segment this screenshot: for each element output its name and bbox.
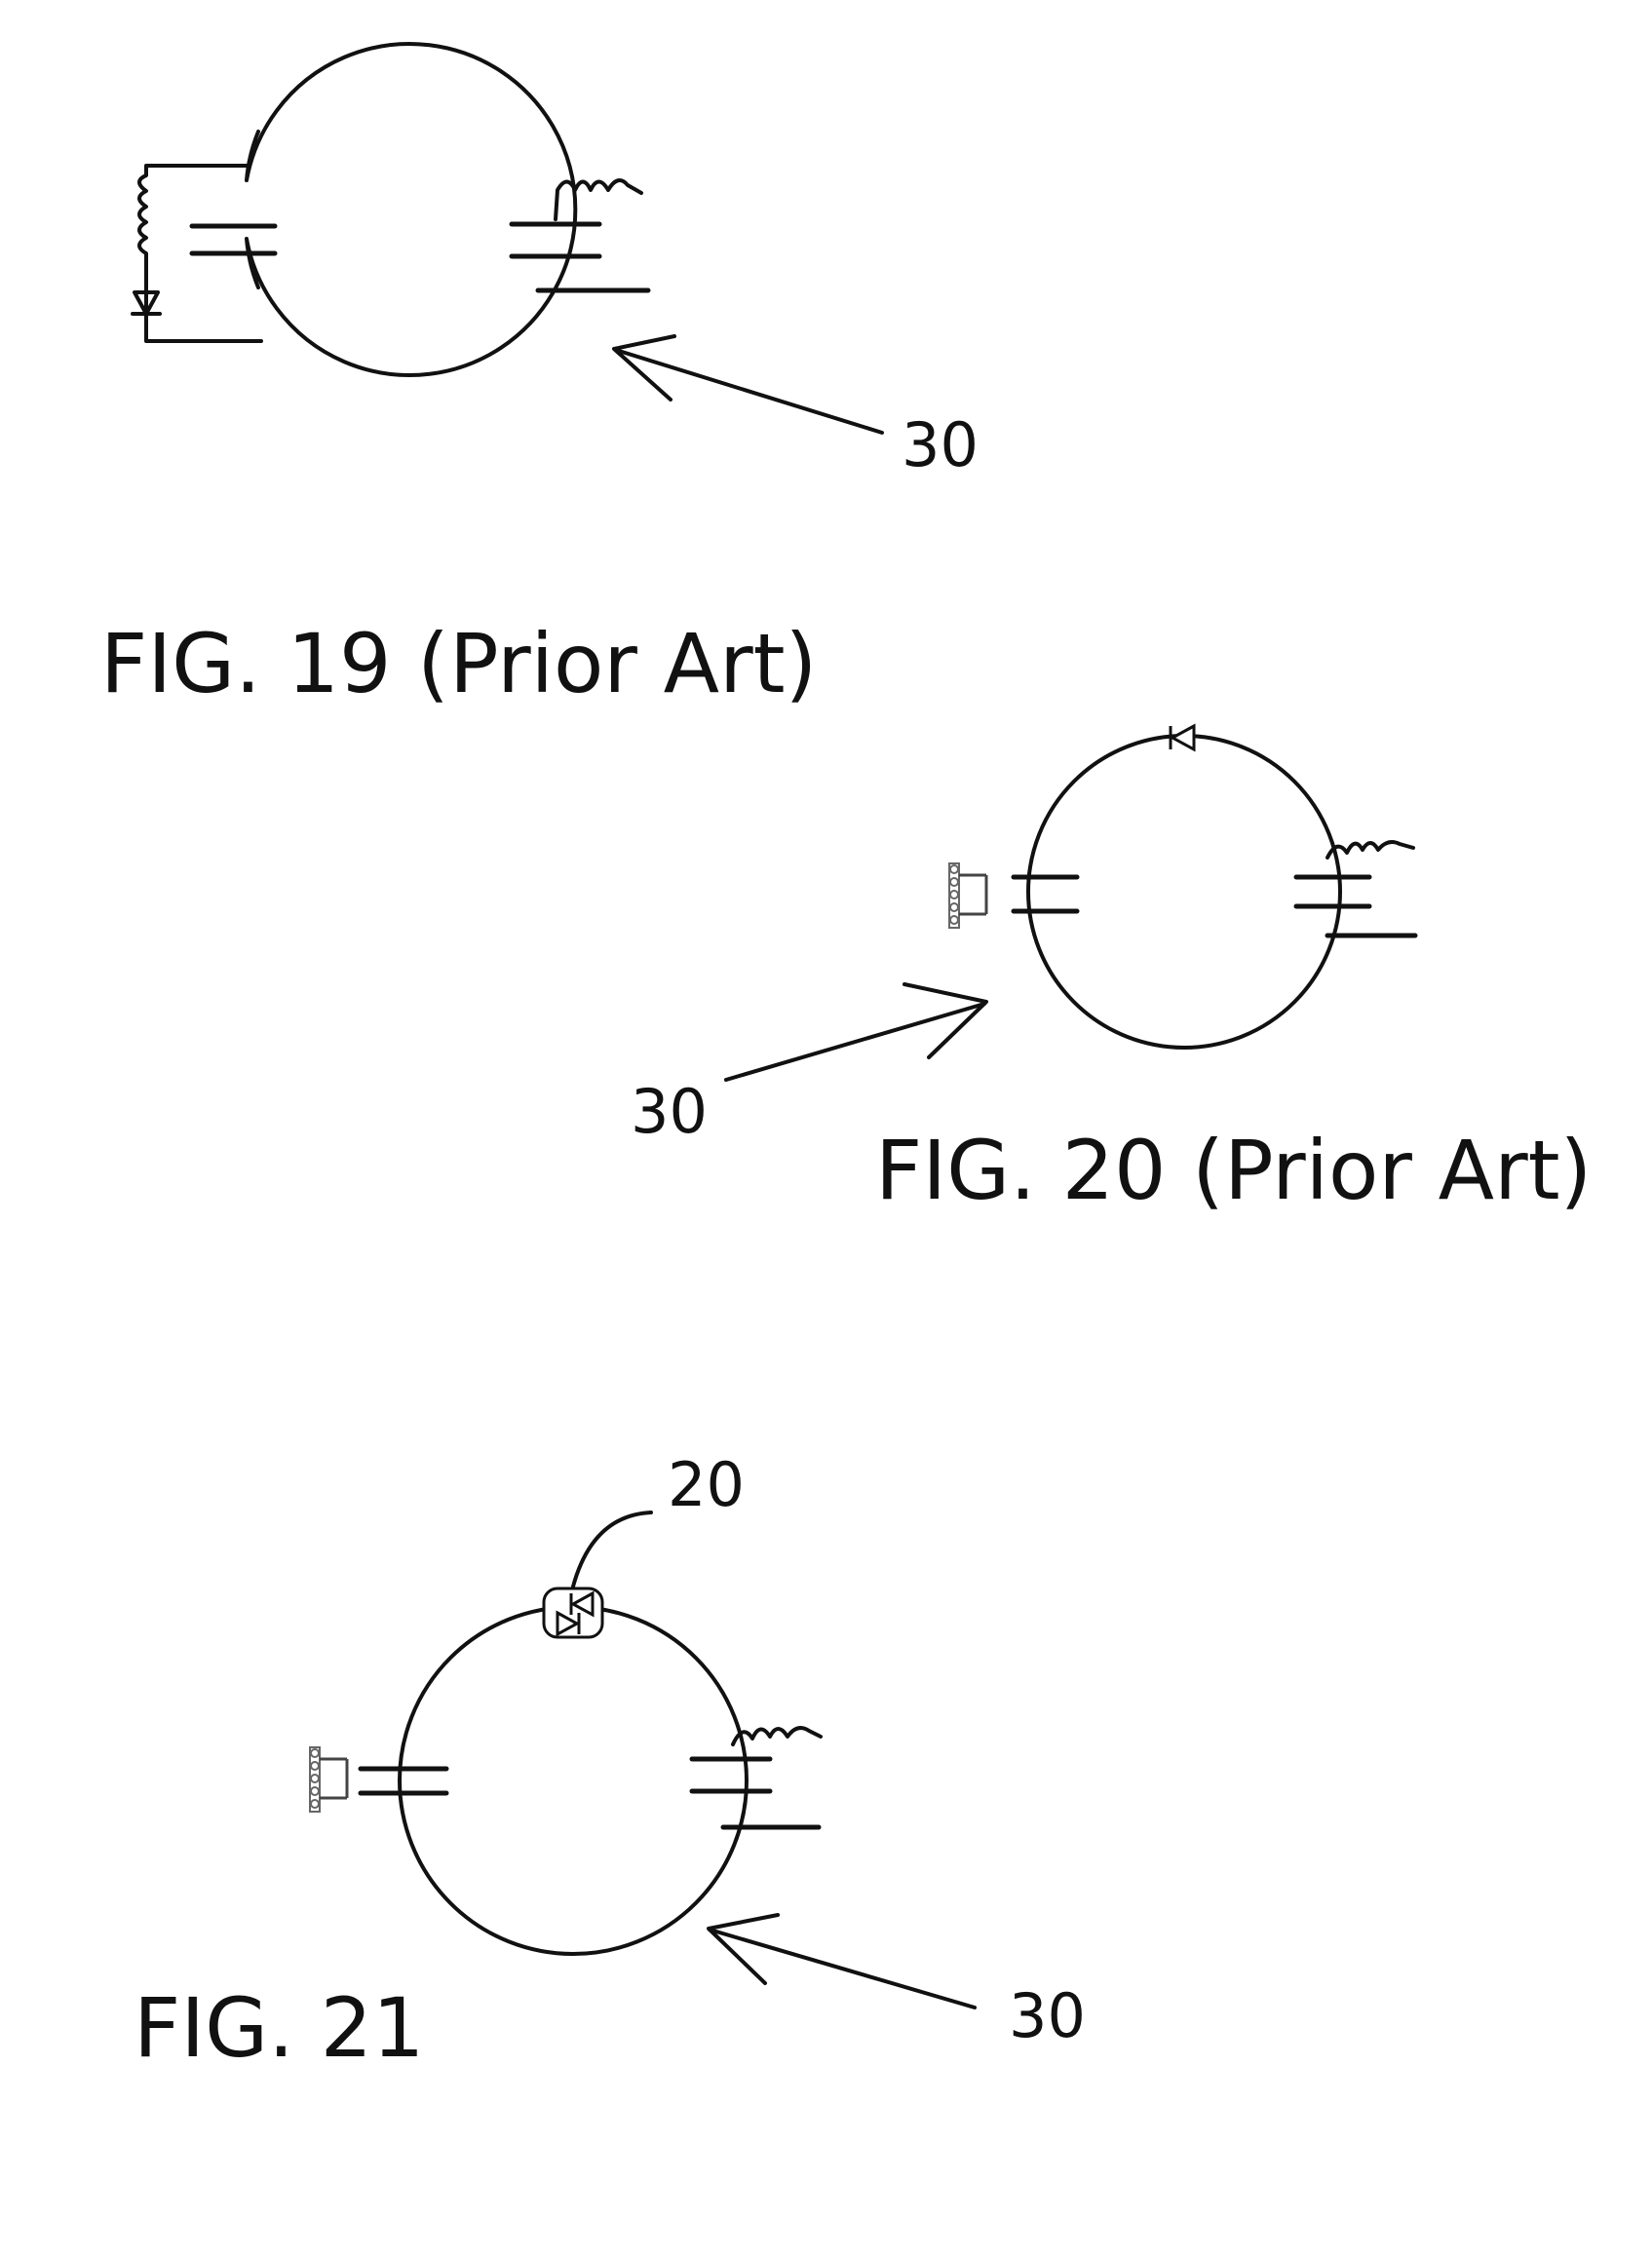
loop-coil — [400, 1607, 747, 1954]
reference-numeral: 30 — [902, 409, 979, 480]
figure-caption: FIG. 21 — [134, 1980, 424, 2076]
inductor-icon — [1327, 842, 1413, 858]
inductor-icon — [556, 180, 641, 219]
figure-20: 30 FIG. 20 (Prior Art) — [631, 726, 1592, 1218]
reference-arrow — [709, 1915, 975, 2008]
inductor-icon — [733, 1728, 821, 1744]
figure-21: 20 30 FIG. 21 — [134, 1449, 1086, 2076]
diode-label: 20 — [668, 1449, 745, 1520]
reference-numeral: 30 — [631, 1076, 708, 1147]
figure-caption: FIG. 19 (Prior Art) — [100, 616, 817, 711]
loop-coil — [1028, 736, 1340, 1048]
loop-coil — [247, 44, 575, 375]
diode-icon — [1171, 726, 1194, 749]
reference-arrow — [614, 336, 882, 433]
reference-arrow — [726, 984, 986, 1080]
figure-caption: FIG. 20 (Prior Art) — [875, 1123, 1592, 1218]
reference-numeral: 30 — [1009, 1980, 1086, 2051]
label-leader — [573, 1512, 651, 1587]
figure-19: 30 FIG. 19 (Prior Art) — [100, 44, 979, 711]
capacitor-bank — [310, 1747, 347, 1812]
capacitor-bank — [949, 863, 986, 928]
diode-pair — [544, 1588, 602, 1637]
